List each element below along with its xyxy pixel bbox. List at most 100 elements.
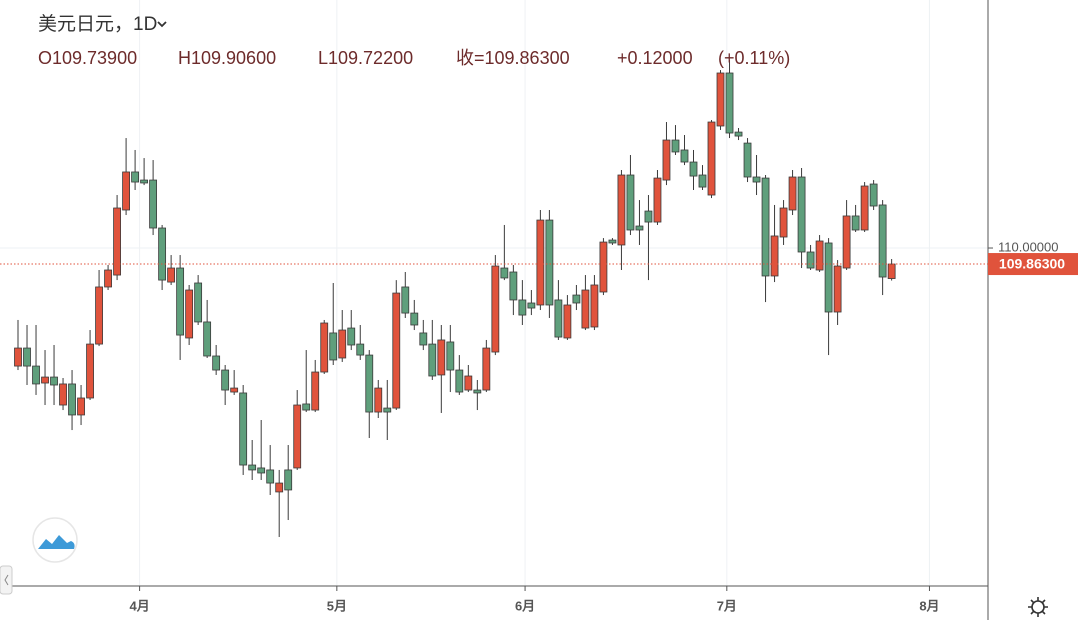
candle-body [770, 235, 779, 277]
settings-gear[interactable] [1028, 597, 1048, 617]
candle-body [878, 204, 887, 278]
candle-body [23, 347, 31, 367]
candle-body [113, 207, 121, 276]
candle-body [554, 299, 563, 338]
header-low: L109.72200 [318, 48, 413, 68]
last-price-box [988, 253, 1078, 276]
candle-body [788, 176, 797, 211]
candle-body [851, 215, 860, 231]
candle-body [14, 347, 22, 367]
candle-body [734, 131, 743, 137]
logo[interactable] [32, 517, 78, 563]
candle-body [680, 149, 689, 163]
candle-body [761, 177, 770, 277]
gear-teeth [1028, 597, 1048, 617]
candle-body [545, 219, 554, 306]
candle-body [140, 179, 149, 184]
candle-body [563, 304, 572, 339]
header-close: 收=109.86300 [456, 48, 570, 68]
candle-body [581, 289, 590, 329]
candle-body [482, 347, 491, 391]
candle-body [131, 171, 139, 183]
x-tick-label: 6月 [515, 598, 535, 613]
chart-title: 美元日元，1D [38, 13, 157, 35]
candle-body [752, 176, 761, 183]
candle-body [500, 267, 509, 279]
candle-body [824, 242, 833, 313]
candle-body [509, 271, 518, 301]
candle-body [95, 286, 103, 345]
side-tab-arrow [4, 574, 9, 586]
candle-body [527, 302, 536, 309]
header-change-pct: (+0.11%) [718, 48, 790, 68]
candle-body [590, 284, 599, 328]
candle-body [437, 339, 446, 376]
candle-body [338, 329, 347, 359]
candle-body [806, 251, 815, 269]
candle-body [446, 341, 455, 371]
candle-body [374, 387, 383, 413]
header-open: O109.73900 [38, 48, 137, 68]
candle-body [167, 267, 176, 283]
x-tick-label: 8月 [919, 598, 939, 613]
candle-body [635, 225, 644, 231]
candle-body [365, 354, 374, 413]
candle-body [212, 355, 221, 371]
candle-body [401, 286, 410, 314]
candle-body [266, 469, 275, 484]
candle-body [302, 403, 311, 411]
logo-icon [38, 535, 75, 549]
candle-body [599, 241, 608, 293]
candle-body [473, 389, 482, 394]
candle-body [707, 121, 716, 196]
candle-body [356, 343, 365, 356]
candle-body [68, 383, 76, 416]
logo-circle [32, 517, 78, 563]
candle-body [572, 294, 581, 304]
candle-body [104, 269, 112, 288]
candle-body [257, 467, 266, 474]
side-tab[interactable] [0, 565, 13, 595]
candle-body [518, 299, 527, 316]
y-tick-label: 110.00000 [998, 239, 1059, 254]
candle-body [392, 292, 401, 409]
candle-body [239, 392, 248, 466]
candle-body [887, 263, 896, 279]
candle-body [221, 369, 230, 391]
candle-body [149, 179, 158, 229]
candle-body [59, 383, 67, 406]
candle-body [716, 72, 725, 127]
candle-body [248, 464, 257, 471]
candle-body [410, 312, 419, 326]
candles [14, 60, 896, 537]
candle-body [833, 265, 842, 313]
candle-body [50, 376, 58, 386]
x-tick-label: 4月 [129, 598, 149, 613]
candle-body [185, 289, 194, 339]
x-tick-label: 7月 [717, 598, 737, 613]
candle-body [815, 240, 824, 271]
interval-chevron[interactable] [157, 21, 167, 28]
candle-body [329, 332, 338, 361]
candle-body [41, 376, 49, 384]
candle-body [797, 176, 806, 253]
candle-body [644, 210, 653, 223]
candle-body [203, 321, 212, 357]
candle-body [311, 371, 320, 411]
header-high: H109.90600 [178, 48, 276, 68]
candle-body [464, 375, 473, 391]
x-tick-label: 5月 [327, 598, 347, 613]
candle-body [536, 219, 545, 306]
candle-body [77, 397, 85, 416]
candle-body [617, 174, 626, 246]
candle-body [662, 139, 671, 181]
candle-body [275, 482, 284, 493]
candle-body [383, 407, 392, 413]
candle-body [608, 239, 617, 244]
candle-body [491, 265, 500, 353]
candle-body [419, 332, 428, 346]
gear-ring [1031, 600, 1045, 614]
candle-body [860, 185, 869, 231]
candle-body [869, 183, 878, 207]
